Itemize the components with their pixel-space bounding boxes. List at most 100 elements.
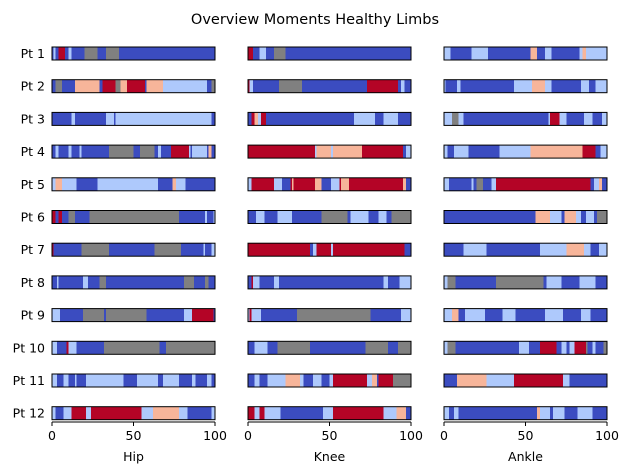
bar-segment: [458, 406, 537, 420]
bar-segment: [53, 47, 56, 60]
bar-segment: [553, 406, 565, 420]
bar-segment: [331, 145, 333, 159]
bar-segment: [261, 308, 297, 322]
bar-segment: [52, 341, 57, 355]
bar-segment: [213, 210, 215, 224]
bar-segment: [486, 374, 515, 387]
bar-segment: [115, 79, 121, 93]
bar-segment: [282, 177, 291, 191]
bar-segment: [457, 374, 487, 387]
bar-segment: [68, 341, 77, 355]
bar-frame: [443, 275, 608, 290]
bar-segment: [582, 145, 596, 159]
bar-segment: [172, 177, 176, 191]
panel-hip: 0 50 100 Hip: [48, 46, 227, 464]
bar-segment: [590, 308, 607, 322]
bar-segment: [444, 145, 448, 159]
bar-segment: [104, 341, 160, 355]
bar-segment: [452, 308, 459, 322]
bar-frame: [443, 177, 608, 192]
bar-segment: [248, 79, 250, 93]
bar-segment: [406, 177, 411, 191]
bar-segment: [518, 341, 529, 355]
bar-frame: [443, 111, 608, 126]
bar-segment: [192, 308, 214, 322]
bar-segment: [404, 79, 411, 93]
bar-segment: [471, 47, 489, 60]
patient-label: Pt 4: [21, 144, 45, 159]
bar-segment: [133, 145, 141, 159]
bar-segment: [365, 341, 389, 355]
bar-segment: [81, 243, 110, 257]
bar-segment: [136, 374, 158, 387]
bar-segment: [55, 79, 62, 93]
bar-segment: [397, 112, 411, 126]
bar-segment: [65, 47, 69, 60]
bar-segment: [55, 47, 59, 60]
bar-segment: [157, 177, 173, 191]
bar-segment: [74, 374, 77, 387]
bar-segment: [536, 47, 546, 60]
bar-segment: [383, 406, 397, 420]
bar-segment: [277, 210, 293, 224]
bar-segment: [486, 243, 541, 257]
bar-segment: [375, 112, 384, 126]
bar-segment: [332, 374, 367, 387]
patient-label: Pt 9: [21, 308, 45, 323]
bar-segment: [89, 210, 180, 224]
bar-frame: [247, 111, 412, 126]
bar-segment: [285, 47, 411, 60]
bar-segment: [378, 374, 394, 387]
bar-segment: [254, 112, 258, 126]
bar-segment: [332, 243, 405, 257]
bar-frame: [51, 210, 216, 224]
chart-title: Overview Moments Healthy Limbs: [191, 12, 439, 28]
bar-segment: [251, 112, 255, 126]
bar-segment: [332, 406, 384, 420]
bar-segment: [460, 79, 515, 93]
bar-segment: [566, 243, 585, 257]
bar-segment: [154, 243, 181, 257]
bar-segment: [309, 341, 366, 355]
bar-segment: [376, 374, 379, 387]
bar-segment: [309, 243, 314, 257]
bar-segment: [514, 374, 563, 387]
bar-segment: [329, 374, 333, 387]
bar-segment: [484, 308, 503, 322]
bar-segment: [157, 145, 162, 159]
bar-segment: [52, 406, 56, 420]
bar-segment: [313, 243, 317, 257]
bar-segment: [76, 177, 98, 191]
x-tick-label: 50: [518, 428, 534, 443]
bar-segment: [331, 243, 333, 257]
bar-segment: [569, 341, 575, 355]
bar-segment: [264, 406, 281, 420]
bar-segment: [102, 79, 116, 93]
bar-segment: [61, 79, 75, 93]
x-tick-label: 100: [399, 428, 423, 443]
bar-frame: [247, 79, 412, 94]
bar-segment: [502, 308, 516, 322]
bar-frame: [247, 275, 412, 290]
bar-segment: [146, 308, 185, 322]
bar-segment: [140, 145, 155, 159]
bar-segment: [68, 47, 72, 60]
bar-segment: [256, 210, 265, 224]
bar-segment: [193, 275, 206, 289]
bar-segment: [595, 79, 607, 93]
bar-segment: [473, 177, 477, 191]
bar-segment: [91, 406, 142, 420]
bar-segment: [141, 406, 154, 420]
bar-segment: [97, 177, 158, 191]
patient-label: Pt 7: [21, 242, 45, 257]
bar-frame: [51, 340, 216, 355]
bar-segment: [175, 177, 186, 191]
bar-segment: [190, 145, 193, 159]
bar-segment: [545, 308, 563, 322]
bar-segment: [71, 47, 85, 60]
bar-segment: [393, 374, 411, 387]
bar-segment: [82, 275, 88, 289]
bar-segment: [592, 112, 603, 126]
bar-frame: [51, 406, 216, 421]
bar-segment: [316, 145, 332, 159]
